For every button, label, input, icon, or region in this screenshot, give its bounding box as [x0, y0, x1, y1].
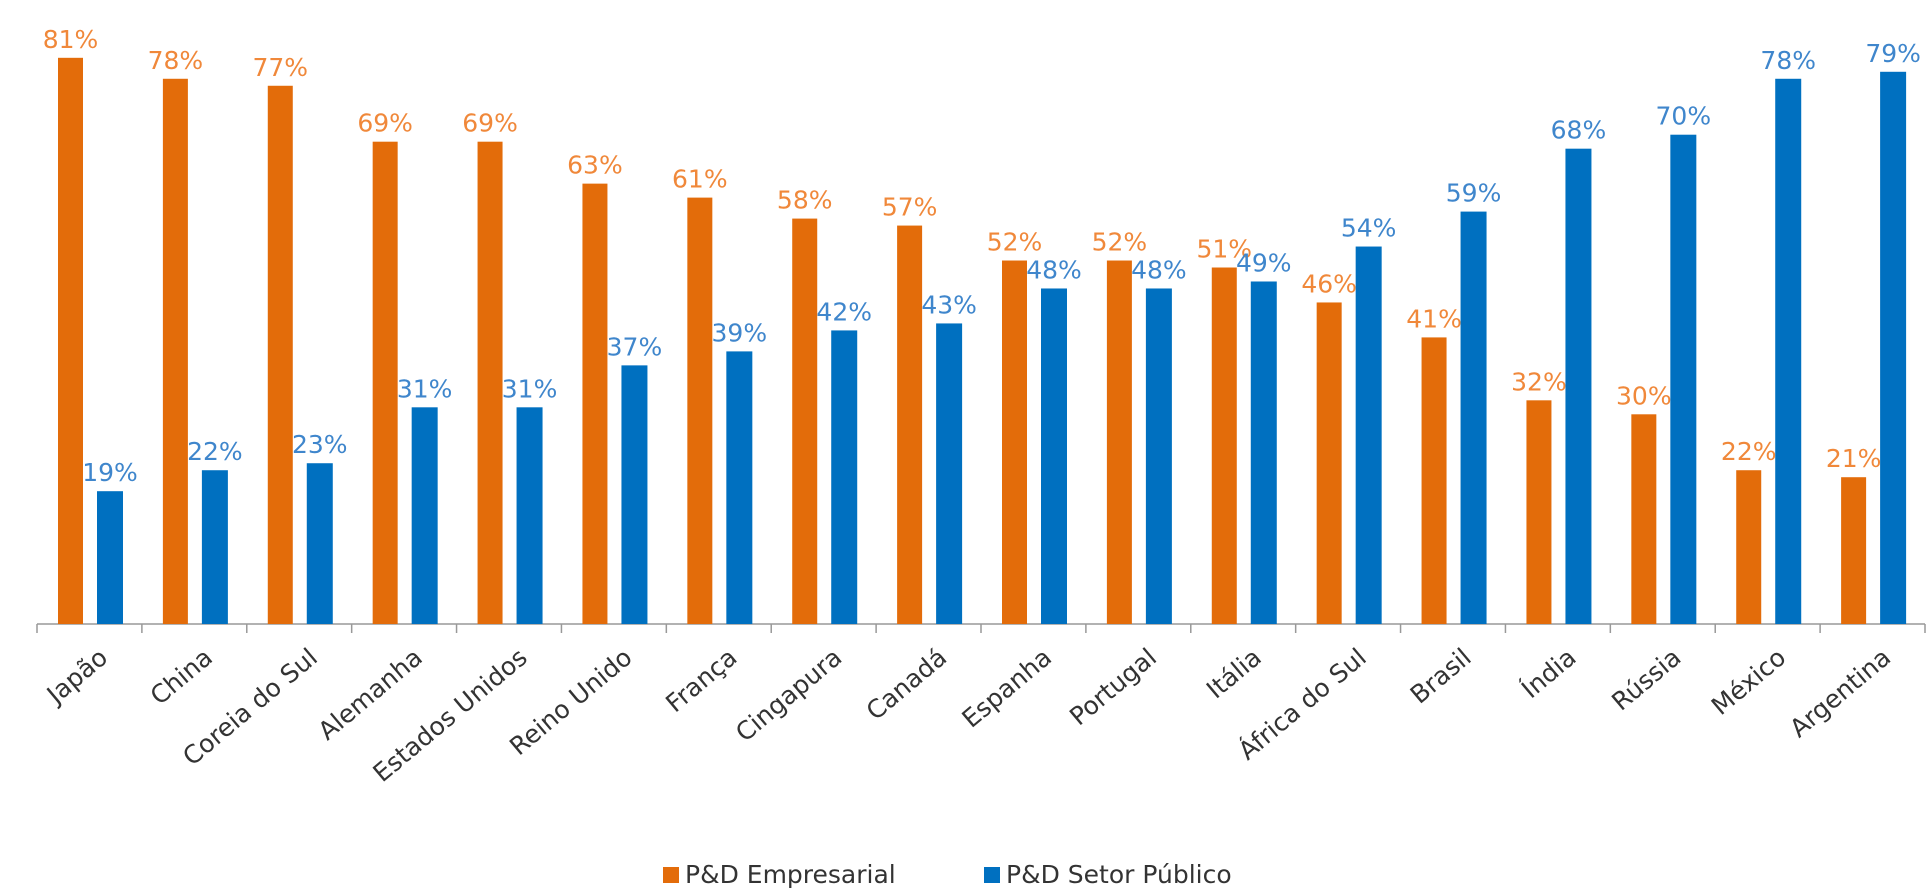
bar	[687, 197, 713, 625]
x-tick-label: Rússia	[1606, 642, 1686, 716]
bar	[1880, 71, 1907, 625]
value-label: 22%	[1721, 437, 1777, 466]
value-label: 54%	[1341, 214, 1397, 243]
value-label: 68%	[1551, 116, 1607, 145]
bar	[372, 141, 398, 624]
bar	[201, 470, 228, 624]
value-label: 42%	[816, 297, 872, 326]
legend-swatch	[984, 867, 1000, 883]
value-label: 63%	[567, 151, 623, 180]
x-tick-label: Espanha	[957, 642, 1058, 733]
value-label: 31%	[397, 374, 453, 403]
bar	[97, 491, 123, 624]
value-label: 32%	[1511, 367, 1567, 396]
value-label: 77%	[252, 53, 308, 82]
bar	[1631, 414, 1657, 624]
value-label: 21%	[1826, 444, 1882, 473]
bar	[1775, 78, 1802, 624]
x-tick-label: Brasil	[1405, 642, 1477, 709]
value-label: 22%	[187, 437, 243, 466]
value-label: 57%	[882, 193, 938, 222]
bar	[726, 351, 753, 624]
bar	[1145, 288, 1172, 624]
value-label: 78%	[1760, 46, 1816, 75]
x-tick-label: Itália	[1201, 642, 1267, 704]
value-label: 58%	[777, 186, 833, 215]
bar	[1565, 148, 1592, 624]
value-label: 48%	[1026, 255, 1082, 284]
x-tick-label: Índia	[1516, 642, 1582, 704]
value-label: 19%	[82, 458, 138, 487]
bar	[58, 57, 83, 625]
value-label: 78%	[148, 46, 204, 75]
value-label: 43%	[921, 290, 977, 319]
bar	[1250, 281, 1277, 624]
legend-label: P&D Setor Público	[1006, 860, 1232, 889]
value-label: 52%	[987, 228, 1043, 257]
bar	[411, 407, 438, 624]
bar	[1316, 302, 1342, 624]
value-label: 52%	[1092, 228, 1148, 257]
bar	[936, 323, 963, 624]
value-label: 59%	[1446, 179, 1502, 208]
bar	[897, 225, 923, 624]
bar	[1526, 400, 1552, 624]
value-label: 51%	[1196, 235, 1252, 264]
bar	[1211, 267, 1237, 624]
bar	[1736, 470, 1762, 624]
x-tick-label: Japão	[40, 642, 113, 710]
bar	[477, 141, 503, 624]
x-tick-label: Argentina	[1784, 642, 1896, 743]
x-tick-label: França	[660, 642, 742, 718]
value-label: 81%	[43, 25, 99, 54]
legend-swatch	[663, 867, 679, 883]
bar	[792, 218, 818, 624]
bar	[831, 330, 858, 624]
bar	[582, 183, 608, 624]
x-tick-label: Canadá	[861, 642, 953, 725]
value-label: 61%	[672, 165, 728, 194]
bar	[1841, 477, 1867, 624]
bar	[621, 365, 648, 624]
bar	[1460, 211, 1487, 624]
value-label: 48%	[1131, 255, 1187, 284]
legend-label: P&D Empresarial	[685, 860, 896, 889]
value-label: 46%	[1301, 269, 1357, 298]
value-label: 30%	[1616, 381, 1672, 410]
x-tick-label: China	[145, 642, 218, 710]
value-label: 69%	[462, 109, 518, 138]
bar	[1670, 134, 1697, 624]
x-tick-label: Portugal	[1064, 642, 1162, 731]
value-label: 37%	[607, 332, 663, 361]
bar	[1002, 260, 1027, 624]
value-label: 69%	[357, 109, 413, 138]
value-label: 70%	[1656, 102, 1712, 131]
value-label: 79%	[1865, 39, 1921, 68]
x-tick-label: Cingapura	[730, 642, 847, 747]
value-label: 39%	[712, 318, 768, 347]
bar	[1106, 260, 1132, 624]
bar	[1421, 337, 1447, 624]
value-label: 31%	[502, 374, 558, 403]
value-label: 49%	[1236, 248, 1292, 277]
x-tick-label: México	[1706, 642, 1792, 720]
value-label: 41%	[1406, 304, 1462, 333]
bar	[162, 78, 188, 624]
bar	[1355, 246, 1382, 625]
value-label: 23%	[292, 430, 348, 459]
bar	[306, 463, 333, 624]
bar	[516, 407, 543, 624]
bar	[1041, 288, 1067, 624]
bar	[267, 85, 293, 624]
